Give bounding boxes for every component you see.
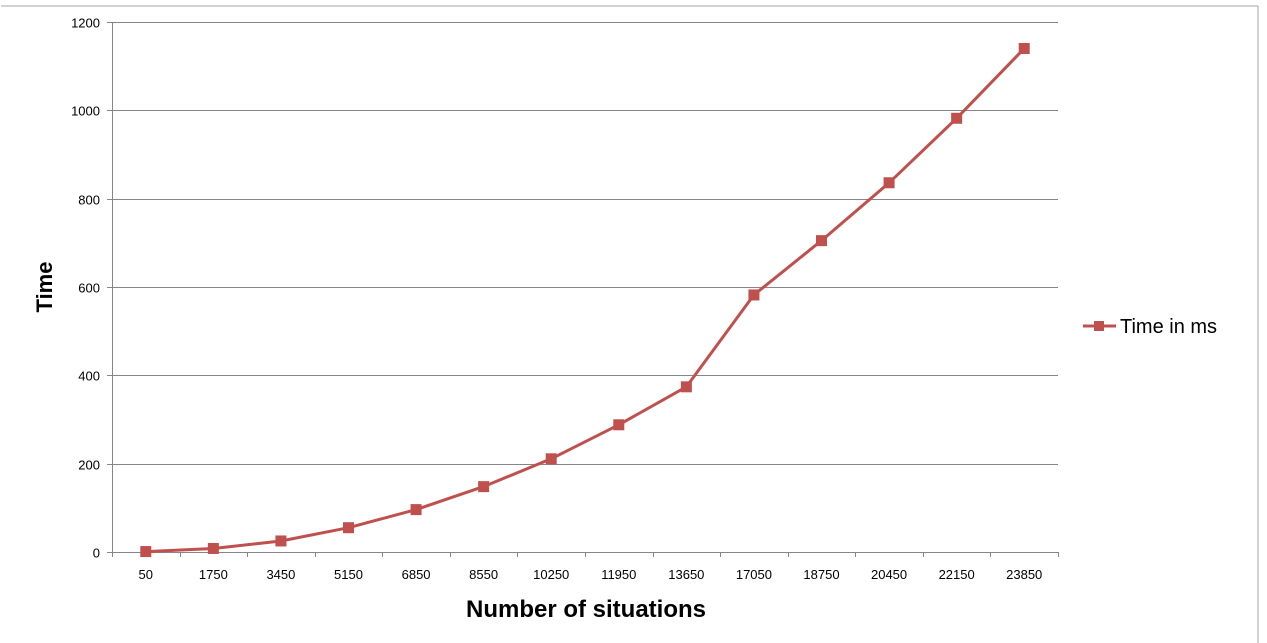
legend: Time in ms <box>1083 316 1217 338</box>
x-tick-label: 10250 <box>533 567 569 582</box>
y-tick-label: 600 <box>78 281 100 296</box>
x-tick-labels: 50 1750 3450 5150 6850 8550 10250 11950 13650 170… <box>139 567 1043 582</box>
data-point-marker <box>410 504 422 516</box>
data-point-marker <box>680 381 692 393</box>
data-point-marker <box>1018 43 1030 54</box>
y-axis-title: Time <box>32 262 57 313</box>
axes <box>107 22 1059 557</box>
y-tick-label: 0 <box>93 546 100 561</box>
y-tick-label: 1000 <box>71 104 100 119</box>
y-tick-label: 1200 <box>71 16 100 31</box>
legend-label: Time in ms <box>1120 316 1217 338</box>
gridlines <box>112 22 1058 465</box>
data-point-marker <box>140 546 152 558</box>
x-tick-label: 17050 <box>736 567 772 582</box>
x-tick-label: 22150 <box>939 567 975 582</box>
data-point-marker <box>478 481 490 493</box>
data-point-marker <box>613 419 625 431</box>
legend-marker-icon <box>1094 321 1104 331</box>
x-tick-label: 50 <box>139 567 153 582</box>
x-tick-label: 1750 <box>199 567 228 582</box>
data-point-marker <box>883 177 895 189</box>
series-time-in-ms <box>140 43 1030 558</box>
x-tick-label: 20450 <box>871 567 907 582</box>
data-point-marker <box>816 235 827 247</box>
x-tick-label: 5150 <box>334 567 363 582</box>
x-tick-label: 13650 <box>668 567 704 582</box>
x-tick-label: 18750 <box>803 567 839 582</box>
x-tick-label: 11950 <box>601 567 636 582</box>
x-axis-title: Number of situations <box>466 596 706 623</box>
x-tick-label: 3450 <box>266 567 295 582</box>
data-point-marker <box>275 535 287 547</box>
data-point-marker <box>207 542 219 554</box>
x-tick-label: 23850 <box>1006 567 1042 582</box>
data-point-marker <box>951 112 963 124</box>
y-tick-label: 200 <box>78 458 100 473</box>
data-point-marker <box>545 453 557 465</box>
x-tick-label: 6850 <box>402 567 431 582</box>
y-tick-label: 400 <box>78 369 100 384</box>
series-line <box>145 47 1026 554</box>
data-point-marker <box>343 522 354 534</box>
data-point-marker <box>748 289 760 301</box>
y-tick-label: 800 <box>78 193 100 208</box>
y-tick-labels: 0 200 400 600 800 1000 1200 <box>71 16 100 561</box>
x-tick-label: 8550 <box>469 567 498 582</box>
